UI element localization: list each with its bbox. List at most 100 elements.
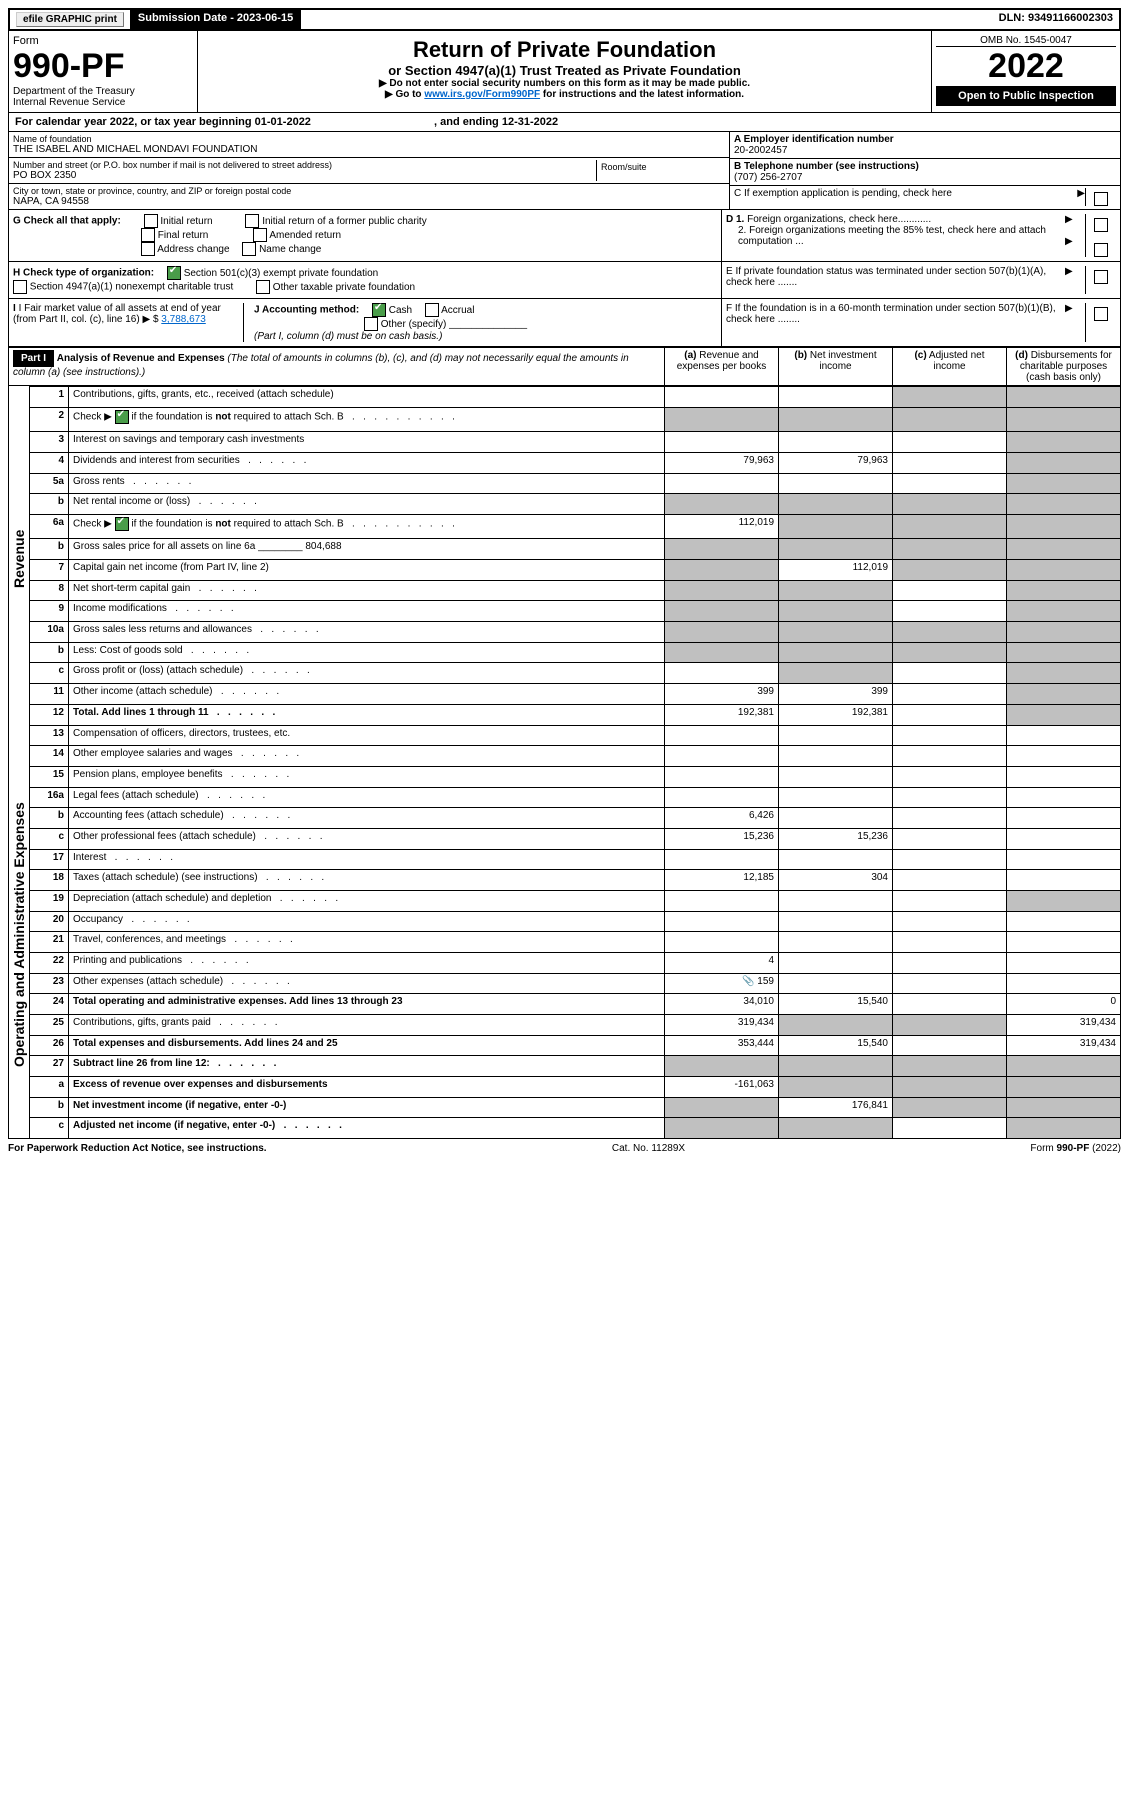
part1-header-table: Part I Analysis of Revenue and Expenses …: [8, 347, 1121, 386]
table-row: 17Interest . . . . . .: [30, 849, 1121, 870]
ein-value: 20-2002457: [734, 145, 1116, 156]
table-row: 27Subtract line 26 from line 12: . . . .…: [30, 1056, 1121, 1077]
table-row: 2Check ▶ if the foundation is not requir…: [30, 407, 1121, 432]
note-goto: ▶ Go to www.irs.gov/Form990PF for instru…: [204, 89, 925, 100]
room-suite: Room/suite: [596, 160, 725, 181]
form-header: Form 990-PF Department of the Treasury I…: [8, 31, 1121, 113]
table-row: 1Contributions, gifts, grants, etc., rec…: [30, 387, 1121, 408]
table-row: 23Other expenses (attach schedule) . . .…: [30, 973, 1121, 994]
j-note: (Part I, column (d) must be on cash basi…: [254, 331, 442, 342]
d2-label: 2. Foreign organizations meeting the 85%…: [726, 225, 1065, 247]
efile-print-button[interactable]: efile GRAPHIC print: [16, 12, 124, 27]
table-row: 8Net short-term capital gain . . . . . .: [30, 580, 1121, 601]
f-checkbox[interactable]: [1094, 307, 1108, 321]
d2-checkbox[interactable]: [1094, 243, 1108, 257]
e-label: E If private foundation status was termi…: [726, 266, 1065, 294]
c-checkbox[interactable]: [1094, 192, 1108, 206]
g-address-checkbox[interactable]: [141, 242, 155, 256]
revenue-label: Revenue: [8, 386, 29, 732]
table-row: bAccounting fees (attach schedule) . . .…: [30, 808, 1121, 829]
table-row: 21Travel, conferences, and meetings . . …: [30, 932, 1121, 953]
form-number: 990-PF: [13, 47, 193, 86]
g-initial-former-checkbox[interactable]: [245, 214, 259, 228]
main-table-wrap: Revenue Operating and Administrative Exp…: [8, 386, 1121, 1139]
table-row: aExcess of revenue over expenses and dis…: [30, 1076, 1121, 1097]
table-row: bNet rental income or (loss) . . . . . .: [30, 494, 1121, 515]
omb: OMB No. 1545-0047: [936, 35, 1116, 47]
table-row: 14Other employee salaries and wages . . …: [30, 746, 1121, 767]
table-row: 25Contributions, gifts, grants paid . . …: [30, 1014, 1121, 1035]
j-cash-checkbox[interactable]: [372, 303, 386, 317]
calendar-year-row: For calendar year 2022, or tax year begi…: [8, 113, 1121, 132]
name-row: Name of foundation THE ISABEL AND MICHAE…: [9, 132, 729, 158]
table-row: 7Capital gain net income (from Part IV, …: [30, 560, 1121, 581]
dln: DLN: 93491166002303: [993, 10, 1119, 29]
attachment-icon: 📎: [742, 976, 754, 987]
footer: For Paperwork Reduction Act Notice, see …: [8, 1143, 1121, 1154]
table-row: 19Depreciation (attach schedule) and dep…: [30, 890, 1121, 911]
g-name-checkbox[interactable]: [242, 242, 256, 256]
foundation-name: THE ISABEL AND MICHAEL MONDAVI FOUNDATIO…: [13, 144, 725, 155]
top-bar: efile GRAPHIC print Submission Date - 20…: [8, 8, 1121, 31]
schb-checkbox[interactable]: [115, 410, 129, 424]
form-word: Form: [13, 35, 193, 47]
part1-label: Part I: [13, 350, 54, 367]
table-row: 22Printing and publications . . . . . .4: [30, 952, 1121, 973]
j-other-checkbox[interactable]: [364, 317, 378, 331]
h-other-tax-checkbox[interactable]: [256, 280, 270, 294]
form990pf-link[interactable]: www.irs.gov/Form990PF: [424, 89, 540, 100]
e-checkbox[interactable]: [1094, 270, 1108, 284]
h-4947-checkbox[interactable]: [13, 280, 27, 294]
c-row: C If exemption application is pending, c…: [730, 186, 1120, 208]
table-row: 24Total operating and administrative exp…: [30, 994, 1121, 1015]
table-row: 3Interest on savings and temporary cash …: [30, 432, 1121, 453]
tax-year: 2022: [936, 47, 1116, 86]
header-left: Form 990-PF Department of the Treasury I…: [9, 31, 198, 112]
efile-cell: efile GRAPHIC print: [10, 10, 132, 29]
fmv-link[interactable]: 3,788,673: [161, 314, 206, 325]
table-row: bGross sales price for all assets on lin…: [30, 539, 1121, 560]
g-initial-checkbox[interactable]: [144, 214, 158, 228]
f-label: F If the foundation is in a 60-month ter…: [726, 303, 1065, 342]
table-row: bLess: Cost of goods sold . . . . . .: [30, 642, 1121, 663]
h-501c3-checkbox[interactable]: [167, 266, 181, 280]
d1-label: D 1. Foreign organizations, check here..…: [726, 214, 1065, 225]
table-row: cAdjusted net income (if negative, enter…: [30, 1118, 1121, 1139]
footer-right: Form 990-PF (2022): [1030, 1143, 1121, 1154]
schb-checkbox[interactable]: [115, 517, 129, 531]
table-row: 4Dividends and interest from securities …: [30, 452, 1121, 473]
table-row: 10aGross sales less returns and allowanc…: [30, 622, 1121, 643]
table-row: 20Occupancy . . . . . .: [30, 911, 1121, 932]
submission-date: Submission Date - 2023-06-15: [132, 10, 301, 29]
table-row: 11Other income (attach schedule) . . . .…: [30, 684, 1121, 705]
table-row: 26Total expenses and disbursements. Add …: [30, 1035, 1121, 1056]
table-row: 13Compensation of officers, directors, t…: [30, 725, 1121, 746]
j-accrual-checkbox[interactable]: [425, 303, 439, 317]
d1-checkbox[interactable]: [1094, 218, 1108, 232]
phone-row: B Telephone number (see instructions) (7…: [730, 159, 1120, 186]
expenses-label: Operating and Administrative Expenses: [8, 732, 29, 1139]
irs: Internal Revenue Service: [13, 97, 193, 108]
foundation-city: NAPA, CA 94558: [13, 196, 725, 207]
table-row: bNet investment income (if negative, ent…: [30, 1097, 1121, 1118]
ein-row: A Employer identification number 20-2002…: [730, 132, 1120, 159]
address-row: Number and street (or P.O. box number if…: [9, 158, 729, 184]
main-table: 1Contributions, gifts, grants, etc., rec…: [29, 386, 1121, 1139]
footer-mid: Cat. No. 11289X: [612, 1143, 685, 1154]
g-row: G Check all that apply: Initial return I…: [13, 214, 717, 256]
table-row: 18Taxes (attach schedule) (see instructi…: [30, 870, 1121, 891]
check-block-2: H Check type of organization: Section 50…: [8, 262, 1121, 299]
open-public: Open to Public Inspection: [936, 86, 1116, 106]
table-row: cOther professional fees (attach schedul…: [30, 828, 1121, 849]
footer-left: For Paperwork Reduction Act Notice, see …: [8, 1143, 267, 1154]
table-row: 15Pension plans, employee benefits . . .…: [30, 766, 1121, 787]
g-amended-checkbox[interactable]: [253, 228, 267, 242]
check-block-1: G Check all that apply: Initial return I…: [8, 210, 1121, 262]
table-row: 6aCheck ▶ if the foundation is not requi…: [30, 514, 1121, 539]
dept: Department of the Treasury: [13, 86, 193, 97]
table-row: 9Income modifications . . . . . .: [30, 601, 1121, 622]
note-ssn: Do not enter social security numbers on …: [204, 78, 925, 89]
header-mid: Return of Private Foundation or Section …: [198, 31, 932, 112]
g-final-checkbox[interactable]: [141, 228, 155, 242]
table-row: cGross profit or (loss) (attach schedule…: [30, 663, 1121, 684]
